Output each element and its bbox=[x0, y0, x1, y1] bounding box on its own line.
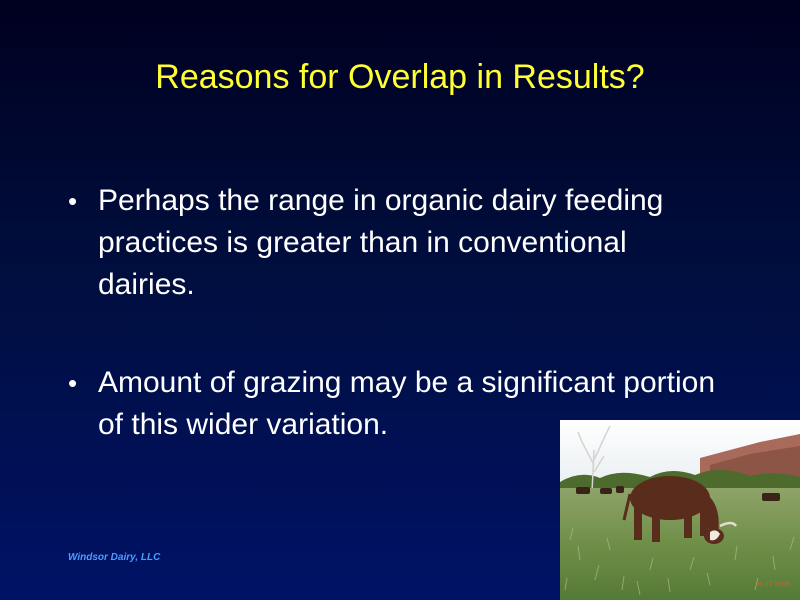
photo-date-stamp: 05 07 2006 bbox=[754, 581, 790, 588]
cow-horn bbox=[719, 521, 738, 528]
cattle-grazing-photo: 05 07 2006 bbox=[560, 420, 800, 600]
bullet-item: • Perhaps the range in organic dairy fee… bbox=[66, 180, 726, 306]
grazing-cow bbox=[622, 476, 724, 544]
bare-tree bbox=[577, 425, 611, 493]
footer-company-name: Windsor Dairy, LLC bbox=[68, 552, 161, 563]
distant-cows bbox=[576, 486, 780, 501]
bullet-list: • Perhaps the range in organic dairy fee… bbox=[66, 180, 726, 446]
bullet-text: Perhaps the range in organic dairy feedi… bbox=[98, 184, 664, 301]
photo-illustration bbox=[560, 420, 800, 600]
bullet-item: • Amount of grazing may be a significant… bbox=[66, 362, 726, 446]
cow-face-patch bbox=[710, 530, 720, 541]
grass-texture bbox=[564, 527, 795, 596]
bullet-marker: • bbox=[68, 186, 78, 216]
bullet-marker: • bbox=[68, 368, 78, 398]
slide-title: Reasons for Overlap in Results? bbox=[155, 58, 645, 96]
bullet-text: Amount of grazing may be a significant p… bbox=[98, 366, 716, 441]
